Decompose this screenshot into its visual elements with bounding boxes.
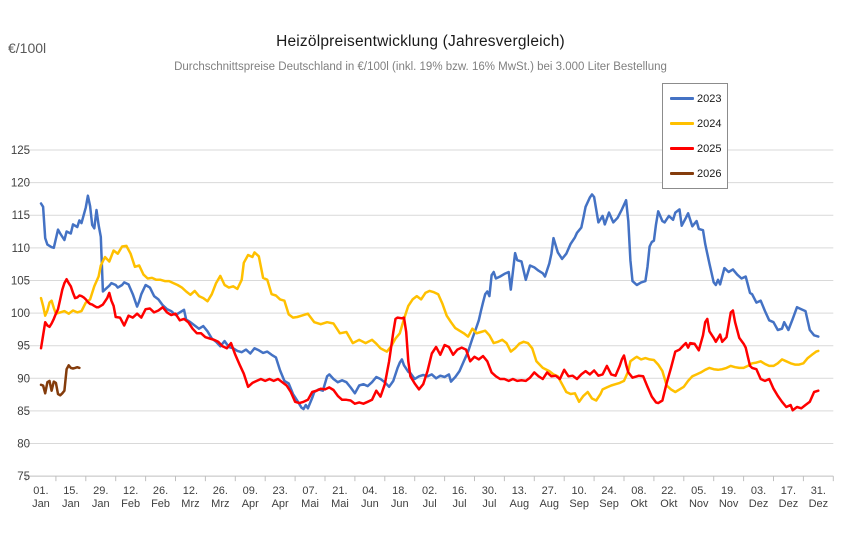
y-tick-label: 120 — [11, 178, 30, 190]
y-tick-label: 115 — [12, 210, 30, 222]
x-tick-label: 17. Dez — [779, 485, 799, 510]
x-tick-label: 10. Sep — [569, 485, 589, 510]
x-tick-label: 29. Jan — [92, 485, 110, 510]
y-tick-label: 125 — [11, 145, 30, 157]
y-tick-label: 105 — [11, 275, 30, 287]
chart-title: Heizölpreisentwicklung (Jahresvergleich) — [276, 33, 565, 50]
y-tick-label: 90 — [17, 373, 30, 385]
legend-swatch-2023 — [670, 97, 694, 100]
x-tick-label: 26. Mrz — [211, 485, 229, 510]
x-tick-label: 05. Nov — [689, 485, 709, 510]
x-tick-label: 16. Jul — [452, 485, 467, 510]
x-tick-label: 30. Jul — [482, 485, 497, 510]
y-tick-label: 85 — [17, 406, 30, 418]
x-tick-label: 18. Jun — [391, 485, 409, 510]
y-axis-unit-label: €/100l — [8, 40, 47, 56]
y-tick-label: 80 — [17, 439, 30, 451]
legend-item-2023: 2023 — [670, 93, 727, 105]
x-tick-label: 08. Okt — [630, 485, 647, 510]
x-tick-label: 21. Mai — [331, 485, 349, 510]
x-tick-label: 27. Aug — [539, 485, 559, 510]
x-tick-label: 19. Nov — [719, 485, 739, 510]
chart-subtitle: Durchschnittspreise Deutschland in €/100… — [174, 61, 667, 73]
x-tick-label: 07. Mai — [301, 485, 319, 510]
y-tick-label: 95 — [17, 341, 30, 353]
x-tick-label: 15. Jan — [62, 485, 80, 510]
x-tick-label: 24. Sep — [599, 485, 619, 510]
legend-label: 2024 — [697, 117, 722, 130]
x-tick-label: 13. Aug — [510, 485, 530, 510]
legend-item-2024: 2024 — [670, 118, 727, 130]
x-tick-label: 02. Jul — [422, 485, 437, 510]
legend-label: 2025 — [697, 142, 722, 155]
y-tick-label: 100 — [11, 308, 30, 320]
x-tick-label: 12. Mrz — [181, 485, 199, 510]
legend-item-2026: 2026 — [670, 168, 727, 180]
legend-swatch-2025 — [670, 147, 694, 150]
series-line-2023 — [39, 193, 820, 411]
x-tick-label: 12. Feb — [121, 485, 140, 510]
x-tick-label: 26. Feb — [151, 485, 170, 510]
series-line-2026 — [39, 364, 81, 397]
legend-swatch-2026 — [670, 172, 694, 175]
x-tick-label: 31. Dez — [809, 485, 829, 510]
x-tick-label: 04. Jun — [361, 485, 379, 510]
legend-label: 2026 — [697, 167, 722, 180]
legend-label: 2023 — [697, 92, 722, 105]
series-line-2024 — [39, 244, 820, 404]
legend-item-2025: 2025 — [670, 143, 727, 155]
x-tick-label: 03. Dez — [749, 485, 769, 510]
y-tick-label: 110 — [12, 243, 30, 255]
y-tick-label: 75 — [17, 471, 30, 483]
x-tick-label: 22. Okt — [660, 485, 677, 510]
chart-legend: 2023 2024 2025 2026 — [662, 83, 728, 189]
x-tick-label: 23. Apr — [272, 485, 289, 510]
series-line-2025 — [39, 277, 820, 412]
x-tick-label: 01. Jan — [32, 485, 50, 510]
x-tick-label: 09. Apr — [242, 485, 259, 510]
legend-swatch-2024 — [670, 122, 694, 125]
